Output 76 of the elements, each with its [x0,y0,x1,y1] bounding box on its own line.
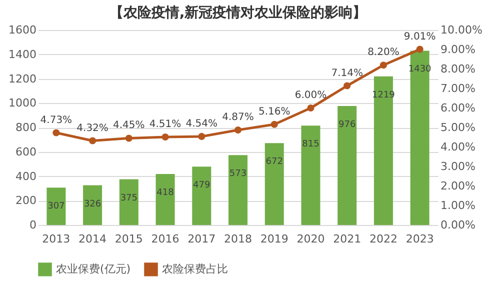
x-tick-label: 2020 [296,232,325,246]
data-label: 8.20% [368,47,400,58]
y2-tick-label: 0.00% [440,218,476,232]
x-tick-label: 2013 [42,232,70,246]
y-tick-label: 800 [16,121,36,134]
data-label: 4.54% [186,118,218,130]
bar [374,76,393,225]
y2-tick-label: 3.00% [440,160,476,173]
bar [264,143,284,225]
y2-tick-label: 1.00% [440,199,476,212]
point [344,82,351,90]
point [125,134,132,142]
point [162,134,169,141]
x-tick-label: 2016 [151,232,180,246]
data-label: 5.16% [258,106,290,118]
data-label: 307 [48,202,65,212]
bar [46,188,66,225]
y2-tick-label: 8.00% [440,62,476,76]
y2-tick-label: 10.00% [440,24,482,36]
y2-tick-label: 9.00% [440,43,476,56]
data-label: 4.73% [40,114,72,126]
data-label: 326 [84,199,102,210]
y-tick-label: 600 [16,145,36,158]
x-tick-label: 2017 [188,232,216,246]
data-label: 9.01% [404,31,436,42]
y-tick-label: 1600 [8,24,36,36]
bar [192,166,212,225]
bar [338,106,357,225]
x-tick-label: 2021 [333,232,362,246]
y2-tick-label: 4.00% [440,140,476,154]
bar [410,50,430,225]
data-label: 573 [229,169,247,180]
bar [228,155,248,225]
x-tick-label: 2014 [78,232,107,246]
point [380,62,387,69]
x-tick-label: 2019 [260,232,288,246]
data-label: 4.87% [222,112,254,124]
data-label: 976 [338,120,356,130]
point [416,46,424,53]
bar [119,179,138,225]
data-label: 4.51% [149,119,182,130]
y-tick-label: 1400 [8,48,36,61]
point [89,137,96,144]
data-label: 418 [156,188,174,198]
point [307,104,314,112]
data-label: 4.32% [76,122,108,134]
point [234,126,242,134]
bar [156,174,175,225]
legend-label: 农业保费(亿元) [56,262,131,276]
chart-title: 【农险疫情,新冠疫情对农业保险的影响】 [109,4,367,21]
y-tick-label: 1000 [8,96,36,110]
y-tick-label: 1200 [8,72,36,86]
point [52,129,60,136]
data-label: 375 [120,193,138,204]
y2-tick-label: 5.00% [440,121,476,134]
y-tick-label: 0 [30,218,36,232]
point [198,132,206,140]
y2-tick-label: 6.00% [440,102,476,114]
x-tick-label: 2015 [114,232,143,246]
x-tick-label: 2018 [224,232,252,246]
data-label: 4.45% [113,120,145,132]
bar [301,126,320,225]
y-tick-label: 200 [16,194,36,208]
y2-tick-label: 7.00% [440,82,476,95]
data-label: 479 [193,180,210,191]
data-label: 6.00% [294,90,327,101]
data-label: 7.14% [331,68,363,79]
point [270,120,278,128]
y-tick-label: 400 [16,170,36,183]
data-label: 815 [302,140,320,150]
y2-tick-label: 2.00% [440,180,476,192]
x-tick-label: 2022 [369,232,398,246]
x-tick-label: 2023 [406,232,434,246]
bar [83,185,102,225]
legend-label: 农险保费占比 [162,262,228,276]
data-label: 672 [266,157,283,168]
